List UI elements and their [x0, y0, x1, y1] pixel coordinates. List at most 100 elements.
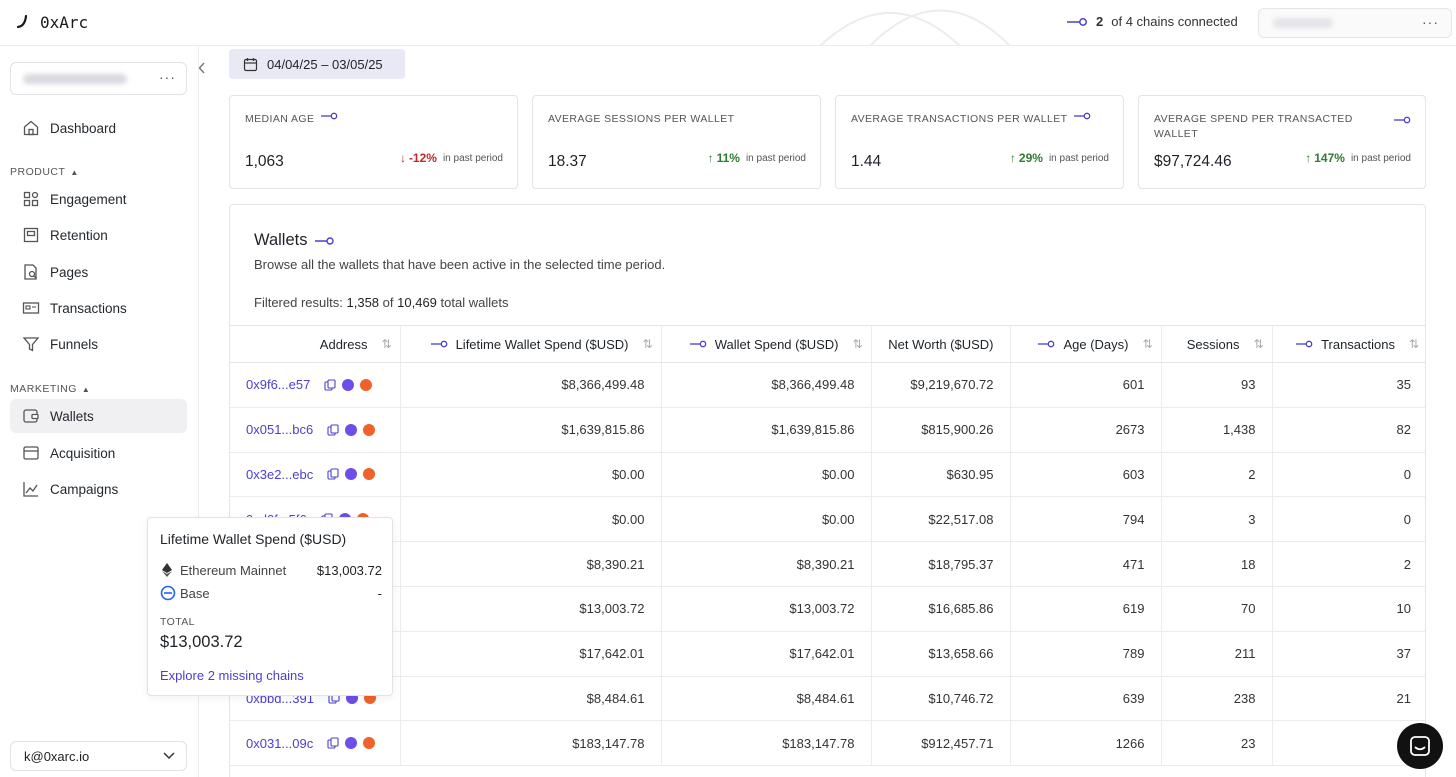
chat-button[interactable] [1397, 723, 1443, 769]
table-row[interactable]: $17,642.01 $17,642.01 $13,658.66 789 211 37 [230, 631, 1425, 677]
explore-missing-chains-link[interactable]: Explore 2 missing chains [160, 668, 304, 683]
org-name-redacted [1273, 18, 1333, 28]
table-cell: $8,366,499.48 [399, 362, 661, 408]
sidebar-item-label: Transactions [50, 300, 127, 316]
link-icon[interactable] [1393, 116, 1411, 124]
chains-status[interactable]: 2 of 4 chains connected [1066, 14, 1238, 29]
copy-icon[interactable] [324, 379, 336, 391]
table-cell: $9,219,670.72 [870, 362, 1010, 408]
sort-icon[interactable]: ⇅ [642, 337, 653, 352]
table-row[interactable]: $8,390.21 $8,390.21 $18,795.37 471 18 2 [230, 541, 1425, 587]
sidebar-item-pages[interactable]: Pages [10, 255, 187, 289]
table-cell: 603 [1009, 452, 1161, 498]
sidebar-item-campaigns[interactable]: Campaigns [10, 472, 187, 506]
table-cell: $10,746.72 [870, 676, 1010, 722]
logo[interactable]: 0xArc [14, 12, 88, 32]
cell-address: 0x9f6...e57 [230, 362, 400, 408]
workspace-menu-icon[interactable]: ··· [159, 69, 176, 85]
table-cell: 619 [1009, 586, 1161, 632]
sidebar-item-acquisition[interactable]: Acquisition [10, 436, 187, 470]
date-range-picker[interactable]: 04/04/25 – 03/05/25 [229, 49, 405, 79]
table-row[interactable]: 0x9f6...e57 $8,366,499.48 $8,366,499.48 $9,… [230, 362, 1425, 408]
sidebar-item-dashboard[interactable]: Dashboard [10, 111, 187, 145]
app-name: 0xArc [40, 12, 89, 32]
chevron-down-icon [163, 752, 175, 760]
filter-total: 10,469 [397, 295, 437, 310]
sidebar-item-retention[interactable]: Retention [10, 218, 187, 252]
tooltip-title: Lifetime Wallet Spend ($USD) [160, 531, 347, 547]
sidebar-item-funnels[interactable]: Funnels [10, 327, 187, 361]
chain-badge-icon [363, 737, 376, 750]
chain-badge-icon [360, 378, 373, 391]
sort-icon[interactable]: ⇅ [1253, 337, 1264, 351]
table-row[interactable]: 0x031...09c $183,147.78 $183,147.78 $912,45… [230, 720, 1425, 767]
column-label: Net Worth ($USD) [888, 336, 994, 352]
arrow-up-icon: ↑ [1305, 151, 1312, 165]
caret-up-icon: ▲ [81, 384, 91, 394]
stat-label-wrap: AVERAGE SPEND PER TRANSACTED WALLET [1154, 112, 1364, 142]
section-marketing-label: MARKETING [10, 383, 77, 395]
tooltip-total-label: TOTAL [160, 616, 195, 628]
copy-icon[interactable] [327, 737, 339, 749]
sort-icon[interactable]: ⇅ [1408, 337, 1419, 352]
table-row[interactable]: 0xbbd...391 $8,484.61 $8,484.61 $10,746.72 6… [230, 676, 1425, 722]
table-cell: 35 [1271, 362, 1425, 408]
table-cell: 639 [1009, 676, 1161, 722]
column-header-wallet-spend[interactable]: Wallet Spend ($USD) ⇅ [660, 325, 871, 363]
stat-value: 1,063 [245, 153, 284, 170]
column-header-net-worth[interactable]: Net Worth ($USD) [870, 325, 1010, 363]
table-cell: $13,003.72 [660, 586, 871, 632]
account-switcher[interactable]: k@0xarc.io [10, 741, 187, 771]
table-cell: 601 [1009, 362, 1161, 408]
column-header-transactions[interactable]: Transactions ⇅ [1271, 325, 1425, 363]
table-cell: 0 [1271, 452, 1425, 498]
table-cell: $8,366,499.48 [660, 362, 871, 408]
sidebar-item-engagement[interactable]: Engagement [10, 182, 187, 216]
tooltip-chain-row: Ethereum Mainnet $13,003.72 [160, 562, 382, 578]
table-row[interactable]: $13,003.72 $13,003.72 $16,685.86 619 70 10 [230, 586, 1425, 632]
link-icon [1067, 17, 1087, 26]
stat-card-avg-transactions: AVERAGE TRANSACTIONS PER WALLET 1.44 ↑ 2… [835, 95, 1124, 189]
sort-icon[interactable]: ⇅ [1142, 337, 1153, 352]
wallets-filter-summary: Filtered results: 1,358 of 10,469 total … [254, 295, 508, 310]
table-cell: 2 [1160, 452, 1272, 498]
column-header-age[interactable]: Age (Days) ⇅ [1009, 325, 1161, 363]
table-cell: $8,484.61 [660, 676, 871, 722]
sort-icon[interactable]: ⇅ [381, 337, 392, 351]
sort-icon[interactable]: ⇅ [852, 337, 863, 352]
section-marketing[interactable]: MARKETING ▲ [10, 383, 90, 395]
chevron-left-icon [198, 62, 205, 74]
column-header-lifetime-spend[interactable]: Lifetime Wallet Spend ($USD) ⇅ [399, 325, 661, 363]
sidebar-item-label: Pages [50, 264, 89, 280]
wallets-panel: Wallets Browse all the wallets that have… [229, 204, 1426, 777]
sidebar-item-wallets[interactable]: Wallets [10, 399, 187, 433]
copy-icon[interactable] [327, 468, 339, 481]
wallet-address-link[interactable]: 0x051...bc6 [246, 422, 314, 438]
column-label: Lifetime Wallet Spend ($USD) [455, 336, 629, 352]
copy-icon[interactable] [327, 424, 339, 436]
wallet-address-link[interactable]: 0x9f6...e57 [246, 377, 311, 393]
wallet-address-link[interactable]: 0x3e2...ebc [246, 466, 314, 482]
chains-connected-label: of 4 chains connected [1111, 14, 1238, 29]
org-switcher[interactable]: ··· [1258, 8, 1452, 38]
link-icon[interactable] [1073, 112, 1091, 120]
chat-icon [1410, 736, 1430, 756]
table-row[interactable]: 0x051...bc6 $1,639,815.86 $1,639,815.86 $81… [230, 407, 1425, 453]
wallet-address-link[interactable]: 0x031...09c [246, 735, 314, 751]
table-row[interactable]: 0x3e2...ebc $0.00 $0.00 $630.95 603 2 0 [230, 452, 1425, 498]
page-search-icon [24, 264, 37, 280]
section-product[interactable]: PRODUCT ▲ [10, 166, 79, 178]
table-cell: 789 [1009, 631, 1161, 677]
sidebar-item-label: Retention [50, 227, 108, 243]
link-icon[interactable] [314, 236, 335, 246]
org-menu-icon[interactable]: ··· [1422, 14, 1439, 30]
sidebar-item-transactions[interactable]: Transactions [10, 291, 187, 325]
collapse-sidebar-button[interactable] [194, 60, 210, 76]
link-icon[interactable] [320, 112, 338, 120]
table-cell: $8,390.21 [660, 541, 871, 587]
column-header-address[interactable]: Address ⇅ [230, 325, 400, 363]
workspace-switcher[interactable]: ··· [10, 62, 187, 95]
column-header-sessions[interactable]: Sessions ⇅ [1160, 325, 1272, 363]
table-cell: 82 [1271, 407, 1425, 453]
